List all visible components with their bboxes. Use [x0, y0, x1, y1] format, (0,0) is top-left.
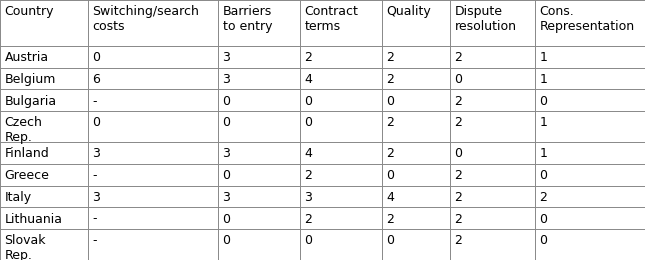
Text: 3: 3 — [92, 191, 101, 204]
Text: 3: 3 — [92, 147, 101, 160]
Text: 2: 2 — [455, 95, 462, 108]
Text: 1: 1 — [539, 116, 548, 129]
Text: 1: 1 — [539, 73, 548, 86]
Text: 2: 2 — [455, 191, 462, 204]
Text: 0: 0 — [304, 95, 313, 108]
Text: 2: 2 — [386, 116, 394, 129]
Text: 2: 2 — [386, 147, 394, 160]
Text: Belgium: Belgium — [5, 73, 56, 86]
Text: 4: 4 — [304, 73, 312, 86]
Text: Cons.
Representation: Cons. Representation — [539, 5, 635, 33]
Text: 2: 2 — [304, 51, 312, 64]
Text: -: - — [92, 234, 97, 247]
Text: 0: 0 — [223, 212, 230, 225]
Text: 0: 0 — [223, 116, 230, 129]
Text: -: - — [92, 212, 97, 225]
Text: 2: 2 — [304, 212, 312, 225]
Text: 2: 2 — [304, 169, 312, 182]
Text: -: - — [92, 95, 97, 108]
Text: 0: 0 — [92, 51, 101, 64]
Text: 3: 3 — [304, 191, 312, 204]
Text: 4: 4 — [304, 147, 312, 160]
Text: 3: 3 — [223, 191, 230, 204]
Text: 0: 0 — [455, 147, 462, 160]
Text: 3: 3 — [223, 147, 230, 160]
Text: 2: 2 — [455, 51, 462, 64]
Text: Greece: Greece — [5, 169, 50, 182]
Text: Barriers
to entry: Barriers to entry — [223, 5, 272, 33]
Text: 2: 2 — [455, 116, 462, 129]
Text: 2: 2 — [386, 73, 394, 86]
Text: 0: 0 — [539, 95, 548, 108]
Text: 0: 0 — [539, 234, 548, 247]
Text: 0: 0 — [386, 95, 395, 108]
Text: 0: 0 — [539, 212, 548, 225]
Text: Contract
terms: Contract terms — [304, 5, 359, 33]
Text: 3: 3 — [223, 73, 230, 86]
Text: Switching/search
costs: Switching/search costs — [92, 5, 199, 33]
Text: Dispute
resolution: Dispute resolution — [455, 5, 517, 33]
Text: 0: 0 — [223, 169, 230, 182]
Text: Austria: Austria — [5, 51, 48, 64]
Text: Czech
Rep.: Czech Rep. — [5, 116, 43, 144]
Text: Italy: Italy — [5, 191, 32, 204]
Text: 0: 0 — [304, 234, 313, 247]
Text: Lithuania: Lithuania — [5, 212, 63, 225]
Text: 2: 2 — [539, 191, 548, 204]
Text: 2: 2 — [386, 51, 394, 64]
Text: Slovak
Rep.: Slovak Rep. — [5, 234, 46, 260]
Text: 0: 0 — [386, 169, 395, 182]
Text: 0: 0 — [455, 73, 462, 86]
Text: 2: 2 — [386, 212, 394, 225]
Text: Country: Country — [5, 5, 54, 18]
Text: Quality: Quality — [386, 5, 432, 18]
Text: 2: 2 — [455, 169, 462, 182]
Text: Finland: Finland — [5, 147, 49, 160]
Text: 2: 2 — [455, 234, 462, 247]
Text: 0: 0 — [386, 234, 395, 247]
Text: 4: 4 — [386, 191, 394, 204]
Text: 0: 0 — [223, 234, 230, 247]
Text: 0: 0 — [539, 169, 548, 182]
Text: 3: 3 — [223, 51, 230, 64]
Text: Bulgaria: Bulgaria — [5, 95, 57, 108]
Text: 1: 1 — [539, 147, 548, 160]
Text: 1: 1 — [539, 51, 548, 64]
Text: 0: 0 — [304, 116, 313, 129]
Text: 0: 0 — [223, 95, 230, 108]
Text: 2: 2 — [455, 212, 462, 225]
Text: -: - — [92, 169, 97, 182]
Text: 0: 0 — [92, 116, 101, 129]
Text: 6: 6 — [92, 73, 101, 86]
